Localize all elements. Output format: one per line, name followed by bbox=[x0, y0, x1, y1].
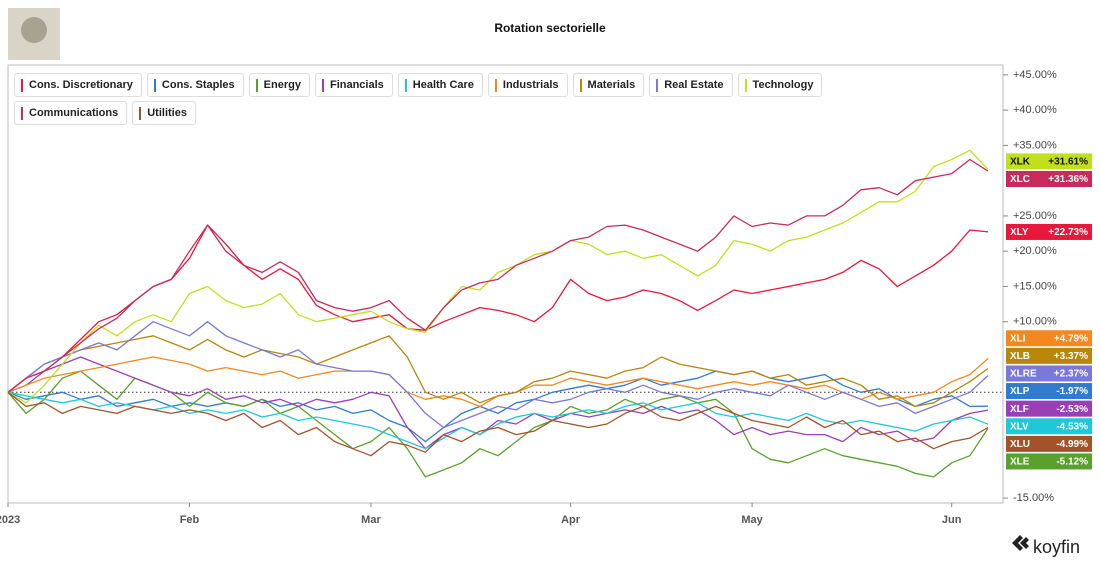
end-label-ticker: XLP bbox=[1010, 386, 1030, 397]
end-label-ticker: XLI bbox=[1010, 333, 1026, 344]
end-label-box bbox=[1006, 153, 1092, 170]
legend-item[interactable]: Energy bbox=[248, 73, 310, 97]
series-line bbox=[7, 158, 989, 393]
legend-item[interactable]: Health Care bbox=[397, 73, 483, 97]
legend-label: Energy bbox=[263, 79, 301, 91]
end-label-ticker: XLK bbox=[1010, 157, 1031, 168]
end-label-ticker: XLE bbox=[1010, 457, 1030, 468]
legend-label: Cons. Discretionary bbox=[29, 79, 133, 91]
end-label-box bbox=[1006, 330, 1092, 347]
series-line bbox=[7, 149, 989, 404]
end-label-ticker: XLB bbox=[1010, 351, 1030, 362]
end-label-value: +4.79% bbox=[1054, 333, 1088, 344]
series-line bbox=[7, 335, 989, 408]
end-label-value: +31.61% bbox=[1048, 157, 1088, 168]
avatar-face bbox=[21, 17, 47, 43]
end-label-value: +3.37% bbox=[1054, 351, 1088, 362]
legend-swatch bbox=[21, 78, 23, 92]
end-label-box bbox=[1006, 383, 1092, 400]
legend-item[interactable]: Technology bbox=[737, 73, 823, 97]
legend-label: Industrials bbox=[502, 79, 559, 91]
y-tick-label: +40.00% bbox=[1013, 104, 1057, 116]
legend-swatch bbox=[153, 78, 156, 92]
legend-item[interactable]: Cons. Discretionary bbox=[14, 73, 142, 97]
end-label-box bbox=[1006, 435, 1092, 452]
legend-swatch bbox=[744, 78, 747, 92]
legend-swatch bbox=[321, 78, 324, 92]
legend-label: Financials bbox=[329, 79, 384, 91]
legend-label: Materials bbox=[587, 79, 636, 91]
series-line bbox=[7, 321, 989, 429]
legend-swatch bbox=[656, 78, 659, 92]
end-label-ticker: XLRE bbox=[1010, 369, 1037, 380]
y-tick-label: +20.00% bbox=[1013, 245, 1057, 257]
legend-label: Health Care bbox=[412, 79, 474, 91]
end-label-ticker: XLC bbox=[1010, 174, 1030, 185]
legend-label: Communications bbox=[29, 107, 119, 119]
end-label-box bbox=[1006, 365, 1092, 382]
end-label-ticker: XLY bbox=[1010, 227, 1029, 238]
x-tick-label: Feb bbox=[180, 514, 200, 526]
end-label-value: -1.97% bbox=[1056, 386, 1088, 397]
y-tick-label: +25.00% bbox=[1013, 210, 1057, 222]
series-line bbox=[7, 356, 989, 450]
series-line bbox=[7, 224, 989, 393]
x-tick-label: Apr bbox=[561, 514, 581, 526]
y-tick-label: +35.00% bbox=[1013, 139, 1057, 151]
y-tick-label: +15.00% bbox=[1013, 280, 1057, 292]
legend-item[interactable]: Cons. Staples bbox=[146, 73, 244, 97]
end-label-value: -5.12% bbox=[1056, 457, 1088, 468]
end-label-ticker: XLV bbox=[1010, 421, 1029, 432]
end-label-value: -4.53% bbox=[1056, 421, 1088, 432]
x-tick-label: Mar bbox=[361, 514, 381, 526]
end-label-value: -2.53% bbox=[1056, 404, 1088, 415]
legend-item[interactable]: Utilities bbox=[132, 101, 196, 125]
legend-item[interactable]: Real Estate bbox=[649, 73, 733, 97]
legend-item[interactable]: Industrials bbox=[487, 73, 568, 97]
end-label-ticker: XLF bbox=[1010, 404, 1029, 415]
legend-label: Technology bbox=[752, 79, 814, 91]
legend-label: Utilities bbox=[147, 107, 187, 119]
x-tick-label: 2023 bbox=[0, 514, 20, 526]
brand-logo bbox=[1012, 535, 1029, 551]
series-line bbox=[7, 356, 989, 408]
legend-swatch bbox=[21, 106, 23, 120]
end-label-box bbox=[1006, 453, 1092, 470]
y-tick-label: -15.00% bbox=[1013, 492, 1054, 504]
end-label-value: +2.37% bbox=[1054, 369, 1088, 380]
legend-item[interactable]: Financials bbox=[314, 73, 393, 97]
end-label-value: -4.99% bbox=[1056, 439, 1088, 450]
legend-item[interactable]: Communications bbox=[14, 101, 128, 125]
legend-label: Cons. Staples bbox=[161, 79, 235, 91]
legend-swatch bbox=[579, 78, 582, 92]
x-tick-label: May bbox=[741, 514, 763, 526]
series-line bbox=[7, 391, 989, 450]
y-tick-label: +45.00% bbox=[1013, 69, 1057, 81]
end-label-ticker: XLU bbox=[1010, 439, 1030, 450]
series-line bbox=[7, 391, 989, 457]
end-label-box bbox=[1006, 223, 1092, 240]
brand: koyfin bbox=[1033, 537, 1080, 557]
chart-title: Rotation sectorielle bbox=[494, 21, 606, 35]
end-label-box bbox=[1006, 347, 1092, 364]
legend-swatch bbox=[404, 78, 407, 92]
end-label-box bbox=[1006, 418, 1092, 435]
plot-frame bbox=[7, 64, 1004, 504]
legend-swatch bbox=[255, 78, 258, 92]
end-label-value: +31.36% bbox=[1048, 174, 1088, 185]
legend-item[interactable]: Materials bbox=[572, 73, 645, 97]
legend: Cons. Discretionary Cons. Staples Energy Fi… bbox=[14, 73, 894, 125]
end-label-box bbox=[1006, 170, 1092, 187]
end-label-box bbox=[1006, 400, 1092, 417]
legend-swatch bbox=[494, 78, 497, 92]
legend-label: Real Estate bbox=[664, 79, 724, 91]
legend-swatch bbox=[139, 106, 142, 120]
end-label-value: +22.73% bbox=[1048, 227, 1088, 238]
x-tick-label: Jun bbox=[942, 514, 962, 526]
y-tick-label: +10.00% bbox=[1013, 316, 1057, 328]
